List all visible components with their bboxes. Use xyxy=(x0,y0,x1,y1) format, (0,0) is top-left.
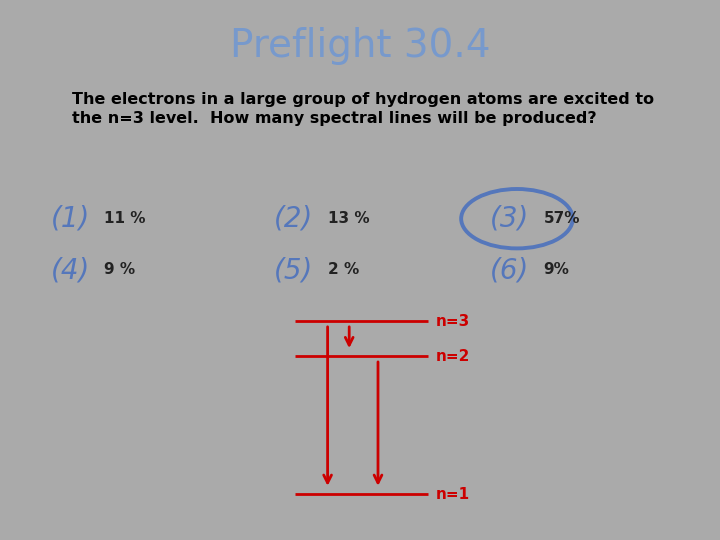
Text: Preflight 30.4: Preflight 30.4 xyxy=(230,27,490,65)
Text: n=2: n=2 xyxy=(436,349,470,364)
Text: (6): (6) xyxy=(490,256,529,284)
Text: (4): (4) xyxy=(50,256,90,284)
Text: (1): (1) xyxy=(50,205,90,233)
Text: 9 %: 9 % xyxy=(104,262,135,278)
Text: (2): (2) xyxy=(274,205,313,233)
Text: (3): (3) xyxy=(490,205,529,233)
Text: 57%: 57% xyxy=(544,211,580,226)
Text: 9%: 9% xyxy=(544,262,570,278)
Text: The electrons in a large group of hydrogen atoms are excited to: The electrons in a large group of hydrog… xyxy=(72,92,654,107)
Text: 13 %: 13 % xyxy=(328,211,369,226)
Text: the n=3 level.  How many spectral lines will be produced?: the n=3 level. How many spectral lines w… xyxy=(72,111,597,126)
Text: n=1: n=1 xyxy=(436,487,469,502)
Text: 11 %: 11 % xyxy=(104,211,146,226)
Text: 2 %: 2 % xyxy=(328,262,359,278)
Text: n=3: n=3 xyxy=(436,314,470,329)
Text: (5): (5) xyxy=(274,256,313,284)
